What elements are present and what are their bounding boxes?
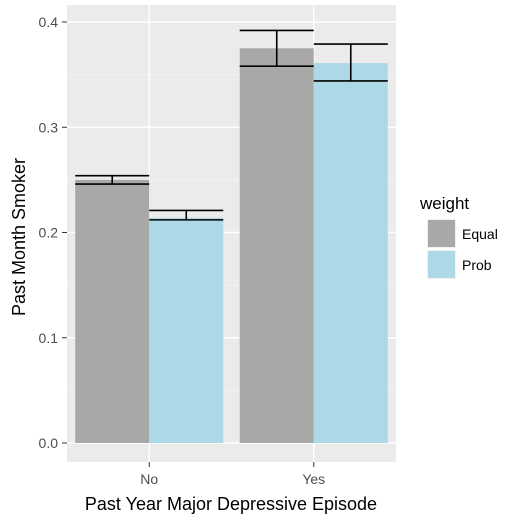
legend-swatch xyxy=(428,220,455,247)
bar xyxy=(75,179,150,443)
x-tick-label: No xyxy=(140,471,158,487)
bars xyxy=(75,48,388,444)
legend-swatch xyxy=(428,251,455,278)
x-axis: No Yes xyxy=(140,462,325,487)
x-axis-title: Past Year Major Depressive Episode xyxy=(85,494,377,514)
bar xyxy=(239,48,314,443)
y-tick-label: 0.2 xyxy=(39,225,59,241)
y-tick-label: 0.3 xyxy=(39,119,59,135)
legend-items: Equal Prob xyxy=(427,219,498,279)
error-bars xyxy=(75,29,388,221)
y-tick-label: 0.4 xyxy=(39,14,59,30)
y-axis: 0.0 0.1 0.2 0.3 0.4 xyxy=(39,14,67,451)
y-tick-label: 0.0 xyxy=(39,435,59,451)
y-axis-title: Past Month Smoker xyxy=(9,158,29,316)
y-tick-label: 0.1 xyxy=(39,330,59,346)
bar xyxy=(313,63,388,444)
bar xyxy=(149,217,224,443)
legend-title: weight xyxy=(419,194,469,213)
legend-label: Equal xyxy=(462,226,498,242)
legend-label: Prob xyxy=(462,257,492,273)
x-tick-label: Yes xyxy=(302,471,325,487)
legend: weight Equal Prob xyxy=(419,194,498,279)
